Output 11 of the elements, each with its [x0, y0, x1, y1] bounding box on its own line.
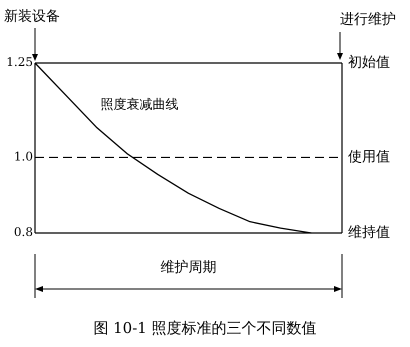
y-tick-label: 1.25 [6, 55, 33, 70]
ref-line-label: 初始值 [348, 54, 390, 71]
text: 新装设备 [4, 8, 60, 25]
series-label: 照度衰减曲线 [100, 96, 178, 113]
ref-line-label: 使用值 [348, 149, 390, 166]
y-tick-label: 1.0 [14, 150, 33, 164]
text: 维护周期 [160, 260, 216, 276]
text: 进行维护 [340, 12, 396, 28]
ref-line-label: 维持值 [348, 224, 390, 241]
y-tick-label: 0.8 [14, 225, 33, 240]
caption: 图 10-1 照度标准的三个不同数值 [93, 318, 317, 337]
